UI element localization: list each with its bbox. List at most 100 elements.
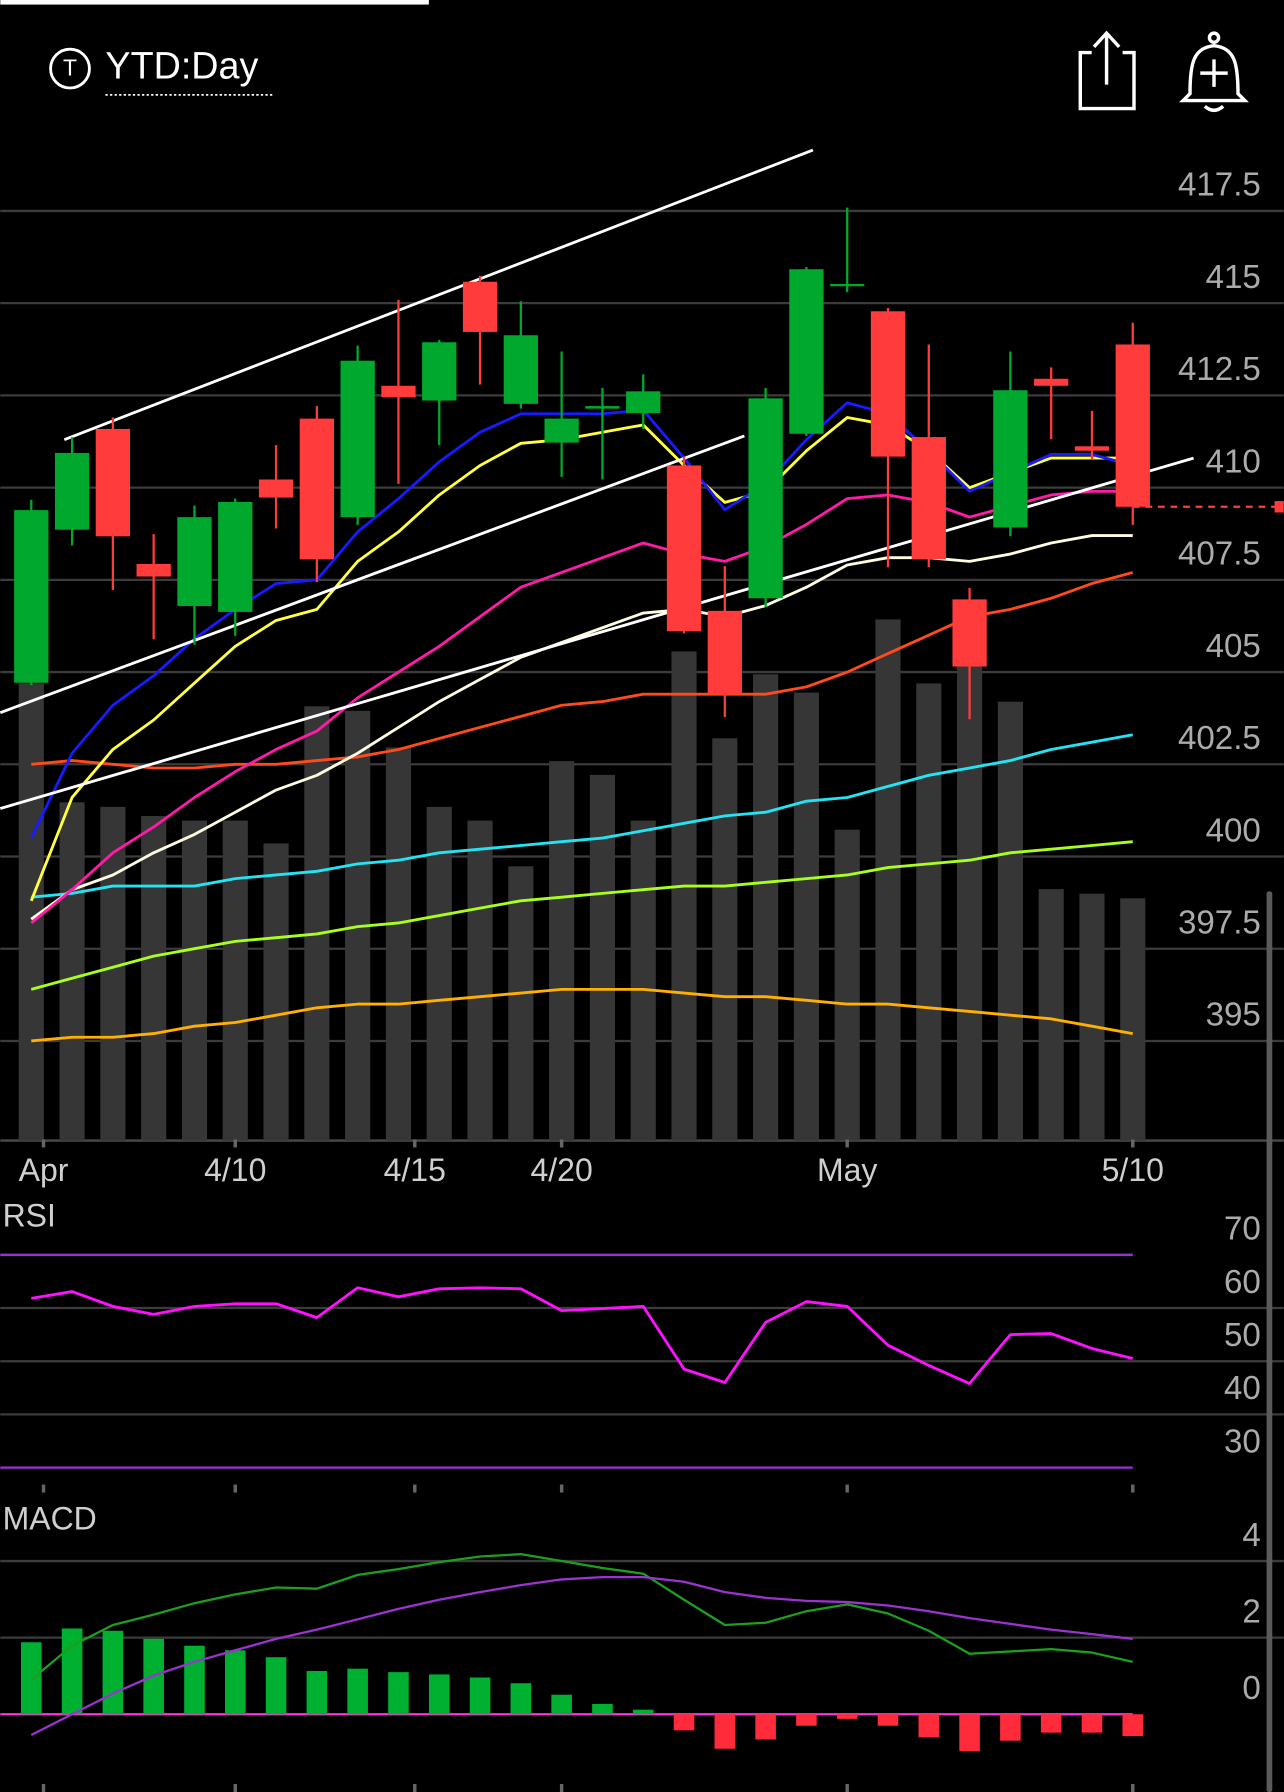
indicator-line — [31, 733, 1133, 899]
macd-histogram-bar — [1000, 1714, 1021, 1741]
scrollbar[interactable] — [1266, 891, 1273, 1792]
y-tick-label: 395 — [1206, 997, 1261, 1034]
volume-bar — [426, 806, 452, 1141]
macd-histogram-bar — [796, 1714, 817, 1726]
trendline — [63, 148, 814, 441]
y-tick-label: 60 — [1224, 1264, 1261, 1301]
macd-histogram-bar — [388, 1672, 409, 1715]
volume-bar — [793, 692, 819, 1141]
x-tick-label: 4/10 — [204, 1152, 266, 1188]
macd-histogram-bar — [102, 1630, 124, 1715]
symbol-button[interactable]: T — [49, 47, 91, 90]
indicator-line — [29, 401, 1134, 839]
y-tick-label: 402.5 — [1178, 720, 1261, 757]
candle-body — [748, 398, 783, 599]
macd-histogram-bar — [1040, 1714, 1062, 1733]
share-button[interactable] — [1078, 30, 1136, 111]
volume-bar — [834, 829, 860, 1141]
x-tick-label: May — [817, 1152, 877, 1188]
volume-bar — [1120, 898, 1146, 1141]
bell — [1179, 43, 1249, 103]
candle-body — [1074, 446, 1110, 451]
y-tick-label: 407.5 — [1178, 536, 1261, 573]
macd-histogram-bar — [1122, 1714, 1144, 1737]
panel-title: MACD — [3, 1501, 97, 1537]
volume-bar — [916, 683, 942, 1141]
y-tick-label: 400 — [1206, 812, 1261, 849]
volume-bar — [141, 816, 167, 1141]
indicator-line — [30, 840, 1133, 991]
candle-body — [177, 517, 212, 607]
period-selector[interactable]: YTD:Day — [105, 45, 258, 87]
macd-histogram-bar — [224, 1650, 246, 1715]
volume-bar — [997, 701, 1023, 1141]
candle-body — [340, 360, 375, 518]
panel-title: RSI — [3, 1198, 56, 1234]
macd-histogram-bar — [592, 1703, 613, 1715]
macd-histogram-bar — [428, 1674, 450, 1715]
macd-histogram-bar — [755, 1714, 776, 1740]
candle-body — [462, 281, 498, 332]
x-tick-label: Apr — [19, 1152, 69, 1188]
macd-histogram-bar — [306, 1670, 328, 1715]
indicator-line — [30, 489, 1133, 925]
symbol-icon — [49, 47, 91, 90]
last-price-marker — [1274, 501, 1284, 513]
candle-body — [1034, 378, 1069, 386]
indicator-line — [31, 987, 1133, 1043]
volume-bar — [589, 774, 615, 1141]
volume-bar — [100, 806, 126, 1141]
y-tick-label: 30 — [1224, 1423, 1261, 1460]
candle-body — [422, 342, 457, 401]
macd-histogram-bar — [347, 1668, 368, 1715]
volume-bar — [753, 674, 779, 1141]
x-tick-label: 4/20 — [530, 1152, 592, 1188]
candle-body — [381, 385, 416, 398]
bell-top — [1207, 31, 1221, 44]
y-tick-label: 397.5 — [1178, 904, 1261, 941]
macd-histogram-bar — [265, 1657, 287, 1715]
volume-bar — [467, 820, 493, 1141]
symbol-letter: T — [63, 55, 77, 81]
y-tick-label: 405 — [1206, 628, 1261, 665]
candle-body — [626, 391, 661, 414]
macd-histogram-bar — [469, 1677, 491, 1715]
macd-histogram-bar — [877, 1714, 899, 1726]
macd-histogram-bar — [632, 1709, 654, 1715]
y-tick-label: 415 — [1206, 259, 1261, 296]
candle-body — [14, 510, 49, 683]
volume-bar — [875, 619, 901, 1141]
candle-body — [952, 599, 987, 667]
volume-bar — [59, 802, 85, 1141]
candle-body — [666, 465, 702, 632]
volume-bar — [1079, 893, 1105, 1141]
y-tick-label: 412.5 — [1178, 351, 1261, 388]
candle-body — [993, 390, 1028, 528]
bell-plus — [1200, 59, 1228, 87]
candle-body — [1115, 344, 1150, 507]
share-box — [1078, 50, 1136, 111]
y-tick-label: 417.5 — [1178, 167, 1261, 204]
candle-body — [503, 335, 538, 404]
y-tick-label: 0 — [1242, 1670, 1260, 1707]
share-arrow — [1092, 30, 1121, 85]
volume-bar — [385, 747, 412, 1141]
volume-bar — [263, 843, 289, 1141]
y-tick-label: 70 — [1224, 1211, 1261, 1248]
volume-bar — [671, 651, 697, 1141]
volume-bar — [957, 637, 983, 1141]
volume-bar — [712, 738, 738, 1141]
volume-bar — [181, 820, 208, 1141]
alert-button[interactable] — [1179, 31, 1249, 112]
candle-body — [258, 479, 294, 498]
candle-body — [544, 418, 579, 443]
macd-histogram-bar — [1081, 1714, 1103, 1733]
indicator-line — [31, 571, 1134, 770]
macd-histogram-bar — [551, 1694, 572, 1715]
volume-bar — [1038, 889, 1064, 1141]
bell-clapper — [1203, 104, 1225, 112]
candle-body — [136, 563, 171, 577]
macd-histogram-bar — [918, 1714, 940, 1738]
y-tick-label: 2 — [1242, 1593, 1260, 1630]
